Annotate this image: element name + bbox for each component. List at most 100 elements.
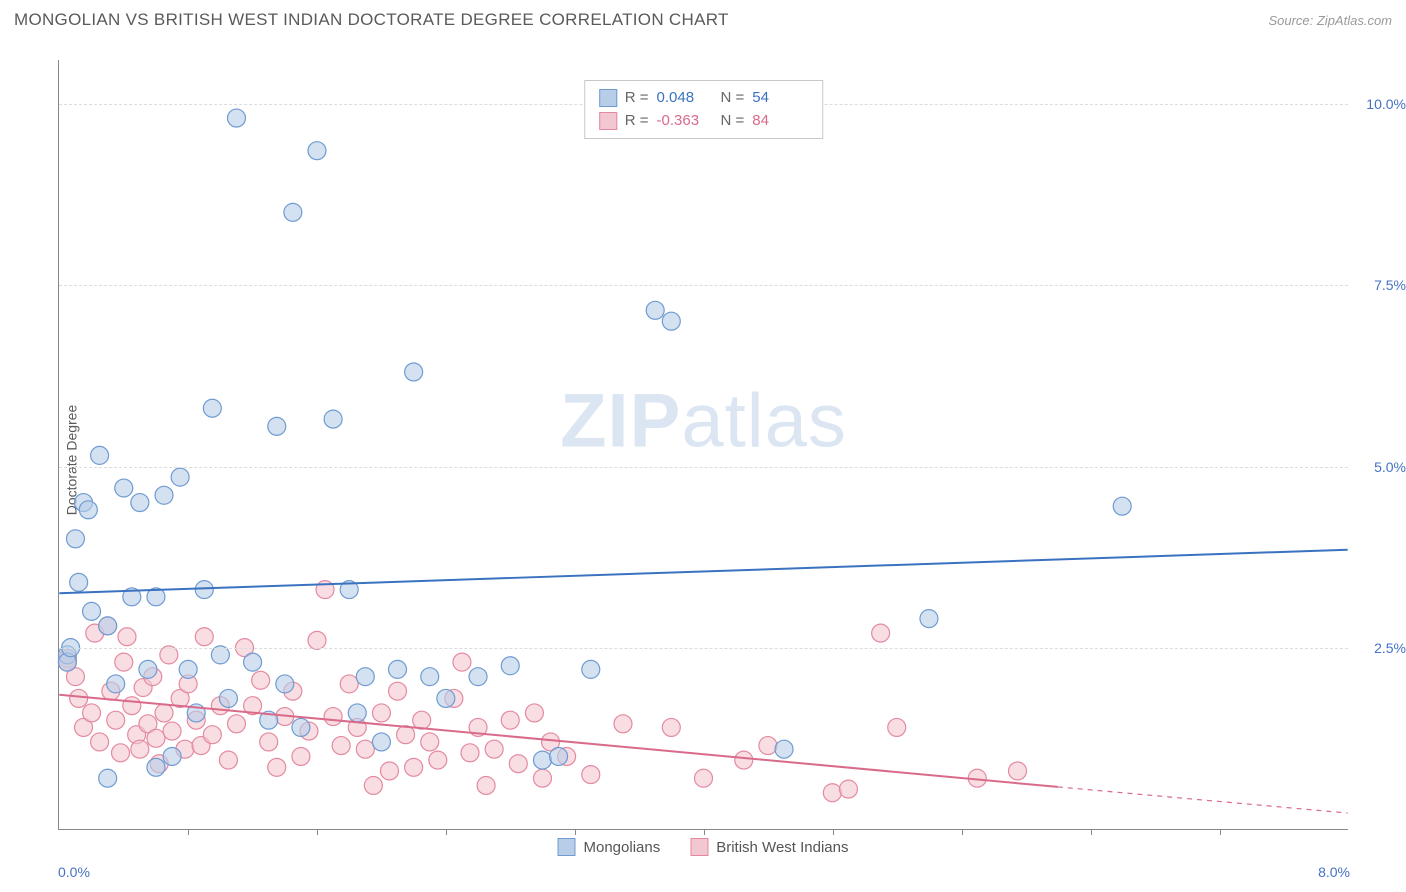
scatter-point (268, 417, 286, 435)
scatter-point (292, 718, 310, 736)
scatter-point (429, 751, 447, 769)
scatter-svg (59, 60, 1348, 829)
x-tick (575, 829, 576, 835)
scatter-point (477, 776, 495, 794)
scatter-point (340, 675, 358, 693)
scatter-point (364, 776, 382, 794)
scatter-point (501, 657, 519, 675)
scatter-point (107, 675, 125, 693)
scatter-point (356, 740, 374, 758)
scatter-point (348, 704, 366, 722)
scatter-point (107, 711, 125, 729)
x-tick (962, 829, 963, 835)
scatter-point (646, 301, 664, 319)
scatter-point (397, 726, 415, 744)
scatter-point (501, 711, 519, 729)
gridline-h (59, 467, 1348, 468)
scatter-point (308, 631, 326, 649)
plot-area: ZIPatlas R = 0.048 N = 54 R = -0.363 N =… (58, 60, 1348, 830)
r-label: R = (625, 87, 649, 110)
scatter-point (405, 363, 423, 381)
scatter-point (823, 784, 841, 802)
scatter-point (437, 689, 455, 707)
scatter-point (79, 501, 97, 519)
legend-item-2: British West Indians (690, 838, 848, 856)
scatter-point (413, 711, 431, 729)
legend-swatch-2 (690, 838, 708, 856)
scatter-point (118, 628, 136, 646)
scatter-point (525, 704, 543, 722)
x-tick (1091, 829, 1092, 835)
r-value-1: 0.048 (657, 87, 713, 110)
scatter-point (195, 628, 213, 646)
legend-label-2: British West Indians (716, 839, 848, 856)
x-tick (446, 829, 447, 835)
gridline-h (59, 648, 1348, 649)
scatter-point (139, 660, 157, 678)
scatter-point (920, 610, 938, 628)
scatter-point (1009, 762, 1027, 780)
scatter-point (308, 142, 326, 160)
scatter-point (83, 602, 101, 620)
scatter-point (888, 718, 906, 736)
scatter-point (292, 747, 310, 765)
stats-row-2: R = -0.363 N = 84 (599, 110, 809, 133)
scatter-point (533, 751, 551, 769)
scatter-point (509, 755, 527, 773)
scatter-point (453, 653, 471, 671)
gridline-h (59, 285, 1348, 286)
scatter-point (155, 486, 173, 504)
scatter-point (872, 624, 890, 642)
scatter-point (276, 675, 294, 693)
scatter-point (662, 312, 680, 330)
scatter-point (268, 758, 286, 776)
scatter-point (1113, 497, 1131, 515)
scatter-point (112, 744, 130, 762)
y-tick-label: 10.0% (1366, 96, 1406, 112)
legend-label-1: Mongolians (584, 839, 661, 856)
scatter-point (695, 769, 713, 787)
x-tick (704, 829, 705, 835)
scatter-point (70, 573, 88, 591)
scatter-point (244, 653, 262, 671)
scatter-point (91, 733, 109, 751)
scatter-point (252, 671, 270, 689)
scatter-point (147, 758, 165, 776)
scatter-point (550, 747, 568, 765)
scatter-point (260, 733, 278, 751)
x-tick (1220, 829, 1221, 835)
scatter-point (421, 733, 439, 751)
scatter-point (461, 744, 479, 762)
scatter-point (389, 682, 407, 700)
scatter-point (405, 758, 423, 776)
scatter-point (469, 668, 487, 686)
scatter-point (227, 109, 245, 127)
x-tick (188, 829, 189, 835)
scatter-point (203, 726, 221, 744)
x-tick (833, 829, 834, 835)
r-value-2: -0.363 (657, 110, 713, 133)
x-max-label: 8.0% (1318, 864, 1350, 880)
scatter-point (284, 203, 302, 221)
scatter-point (99, 617, 117, 635)
n-label: N = (721, 87, 745, 110)
scatter-point (735, 751, 753, 769)
stats-row-1: R = 0.048 N = 54 (599, 87, 809, 110)
scatter-point (115, 653, 133, 671)
scatter-point (99, 769, 117, 787)
scatter-point (123, 697, 141, 715)
scatter-point (131, 740, 149, 758)
stats-legend-box: R = 0.048 N = 54 R = -0.363 N = 84 (584, 80, 824, 139)
n-label: N = (721, 110, 745, 133)
chart-title: MONGOLIAN VS BRITISH WEST INDIAN DOCTORA… (14, 10, 729, 30)
scatter-point (179, 660, 197, 678)
scatter-point (485, 740, 503, 758)
x-tick (317, 829, 318, 835)
legend-swatch-1 (558, 838, 576, 856)
scatter-point (324, 410, 342, 428)
scatter-point (533, 769, 551, 787)
scatter-point (380, 762, 398, 780)
r-label: R = (625, 110, 649, 133)
scatter-point (582, 660, 600, 678)
scatter-point (219, 751, 237, 769)
